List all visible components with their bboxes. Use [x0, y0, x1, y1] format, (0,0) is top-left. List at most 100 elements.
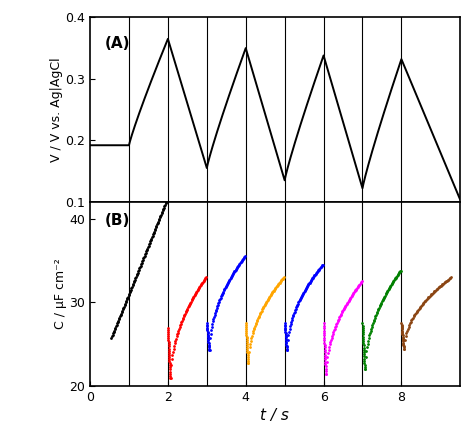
Point: [124, 293, 132, 300]
Point: [122, 297, 130, 304]
Point: [120, 303, 128, 310]
Point: [161, 201, 169, 208]
Point: [155, 218, 162, 225]
Point: [278, 277, 285, 284]
Point: [253, 319, 260, 326]
Point: [283, 338, 290, 345]
Point: [204, 332, 212, 339]
Point: [189, 296, 196, 303]
Point: [242, 322, 250, 329]
Point: [199, 279, 206, 286]
Point: [430, 289, 438, 296]
Point: [254, 316, 261, 323]
Point: [285, 332, 292, 339]
Point: [158, 208, 166, 215]
Point: [193, 287, 201, 294]
Point: [419, 299, 427, 306]
Point: [398, 327, 406, 334]
Point: [360, 346, 368, 353]
Point: [303, 283, 311, 289]
Point: [165, 347, 173, 354]
Point: [423, 296, 431, 302]
Point: [398, 320, 405, 327]
Point: [232, 266, 240, 273]
Point: [344, 299, 351, 306]
Point: [282, 329, 289, 335]
Point: [297, 294, 304, 301]
Point: [339, 308, 346, 315]
Point: [242, 320, 249, 327]
Point: [326, 341, 334, 348]
Point: [180, 313, 188, 320]
Point: [409, 314, 417, 321]
Point: [400, 345, 408, 352]
Point: [375, 304, 383, 311]
Point: [139, 256, 146, 263]
Point: [225, 277, 233, 284]
Point: [431, 287, 439, 294]
Point: [311, 271, 319, 278]
Point: [313, 269, 320, 276]
Point: [252, 321, 259, 328]
Point: [186, 300, 193, 307]
Point: [428, 291, 435, 298]
Point: [406, 320, 414, 327]
Point: [296, 296, 303, 303]
Point: [286, 326, 293, 332]
Point: [312, 270, 319, 277]
Point: [424, 295, 431, 302]
Point: [181, 312, 188, 319]
Point: [360, 353, 368, 360]
Point: [244, 355, 252, 362]
Point: [241, 253, 249, 260]
Point: [306, 278, 314, 285]
Point: [374, 307, 382, 314]
Point: [359, 329, 367, 335]
Point: [447, 274, 455, 281]
Point: [389, 279, 397, 286]
Point: [279, 275, 286, 282]
Point: [223, 281, 230, 288]
Point: [121, 302, 128, 309]
Point: [399, 331, 406, 338]
Point: [205, 342, 212, 349]
Point: [239, 256, 246, 263]
Point: [359, 322, 366, 329]
Point: [205, 344, 213, 351]
Point: [282, 332, 290, 339]
Point: [270, 287, 277, 294]
Point: [440, 279, 447, 286]
Point: [358, 278, 365, 285]
Point: [321, 356, 329, 363]
Point: [357, 279, 365, 286]
X-axis label: t / s: t / s: [261, 408, 289, 423]
Point: [134, 269, 141, 276]
Point: [434, 285, 442, 292]
Point: [320, 329, 328, 336]
Point: [138, 258, 146, 265]
Point: [299, 290, 307, 297]
Point: [242, 324, 250, 331]
Point: [143, 248, 150, 255]
Point: [432, 286, 439, 293]
Point: [205, 338, 212, 345]
Point: [368, 323, 375, 330]
Point: [313, 268, 321, 275]
Point: [260, 302, 268, 309]
Point: [209, 318, 217, 325]
Point: [307, 276, 315, 283]
Point: [376, 302, 384, 309]
Point: [343, 300, 350, 307]
Point: [283, 347, 291, 354]
Point: [248, 332, 256, 339]
Point: [316, 265, 324, 272]
Point: [199, 278, 207, 285]
Point: [335, 316, 342, 323]
Point: [130, 279, 137, 286]
Point: [164, 326, 172, 333]
Point: [367, 326, 375, 332]
Point: [253, 318, 261, 325]
Point: [243, 344, 251, 351]
Point: [292, 306, 300, 312]
Point: [202, 274, 210, 281]
